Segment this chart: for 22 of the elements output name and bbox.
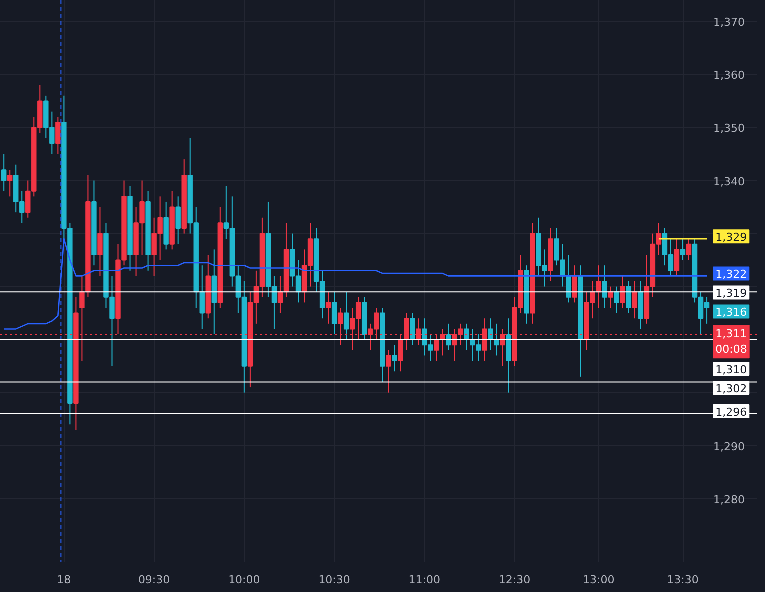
text: 1,316 [716, 306, 748, 320]
y-tick-label: 1,370 [714, 16, 745, 30]
ref-line-label: 1,311 00:08 [716, 328, 748, 356]
x-tick-label: 09:30 [138, 574, 170, 586]
y-tick-label: 1,340 [714, 175, 745, 188]
ref-line-label: 1,296 [716, 406, 748, 420]
data-label: 1,329 [716, 231, 748, 244]
y-tick-label: 1,280 [714, 493, 745, 506]
x-tick-label: 11:00 [408, 574, 441, 586]
x-tick-label: 18 [57, 574, 72, 586]
x-tick-label: 12:30 [498, 574, 531, 586]
ref-line-label: 1,302 [716, 382, 748, 396]
data-label: 1,322 [716, 268, 748, 282]
y-tick-label: 1,350 [714, 122, 745, 136]
ref-line-label: 1,310 [716, 364, 748, 377]
y-tick-label: 1,290 [714, 440, 745, 454]
x-tick-label: 13:00 [583, 574, 615, 586]
x-tick-label: 10:30 [318, 574, 350, 586]
y-tick-label: 1,360 [714, 69, 745, 82]
ref-line-label: 1,319 [716, 287, 748, 300]
x-tick-label: 13:30 [667, 574, 699, 586]
x-tick-label: 10:00 [228, 574, 260, 586]
